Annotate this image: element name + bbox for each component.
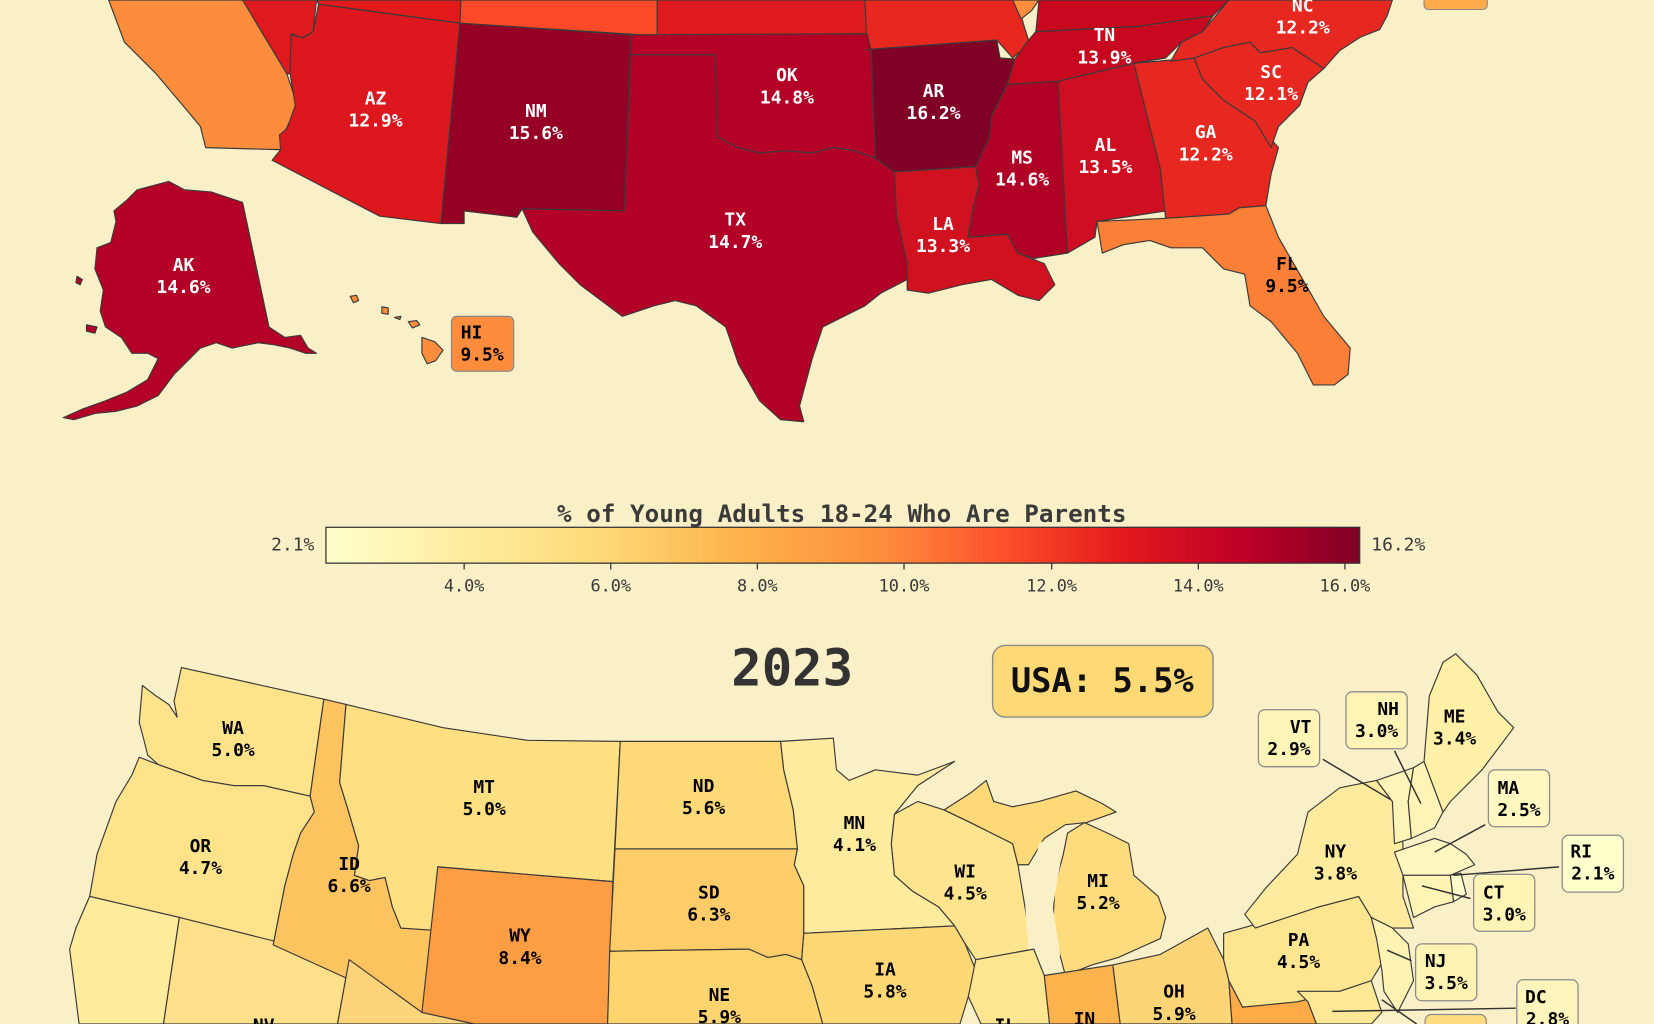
state-MI-upper [943, 779, 1117, 866]
callout-RI: RI 2.1% [1561, 834, 1625, 893]
state-MD [1296, 980, 1383, 1024]
callout-MA: MA 2.5% [1487, 769, 1551, 828]
svg-text:HI9.5%: HI 9.5% [460, 323, 503, 366]
year-title: 2023 [731, 638, 853, 697]
label-MI: MI 5.2% [1077, 871, 1120, 914]
svg-text:RI2.1%: RI 2.1% [1570, 841, 1614, 884]
state-TN [1006, 15, 1214, 85]
svg-text:DC2.8%: DC 2.8% [1525, 987, 1569, 1024]
label-FL: FL 9.5% [1265, 254, 1308, 297]
state-AK [62, 180, 318, 421]
state-TX [521, 54, 910, 423]
callout-box-fragment [1423, 0, 1488, 11]
state-CT [1402, 874, 1455, 919]
label-PA: PA 4.5% [1277, 930, 1320, 973]
label-TN: TN 13.9% [1077, 25, 1131, 68]
callout-NJ: NJ 3.5% [1414, 943, 1478, 1002]
state-AZ [271, 3, 461, 225]
label-TX: TX 14.7% [708, 210, 762, 253]
state-ME [1423, 653, 1515, 813]
bottom-map-labels: WA 5.0% OR 4.7% ID 6.6% MT 5.0% WY 8.4% ND 5.6… [179, 706, 1477, 1024]
colorbar-tick-label: 16.0% [1320, 576, 1371, 596]
colorbar-tick-label: 8.0% [737, 576, 778, 596]
callout-VT: VT 2.9% [1257, 709, 1321, 768]
state-IL-top [1012, 0, 1040, 20]
label-OK: OK 14.8% [760, 65, 814, 108]
colorbar: % of Young Adults 18-24 Who Are Parents … [271, 499, 1425, 596]
colorbar-tick-label: 12.0% [1026, 576, 1077, 596]
colorbar-tick-label: 14.0% [1173, 576, 1224, 596]
label-SC: SC 12.1% [1244, 62, 1298, 105]
usa-average-box: USA: 5.5% [991, 644, 1214, 718]
label-MS: MS 14.6% [995, 147, 1049, 190]
state-UT-bottom [336, 959, 476, 1024]
state-AK-island [75, 275, 83, 286]
label-MT: MT 5.0% [463, 777, 506, 820]
label-WY: WY 8.4% [498, 926, 541, 969]
label-NE: NE 5.9% [698, 985, 741, 1024]
colorbar-title: % of Young Adults 18-24 Who Are Parents [557, 499, 1126, 528]
state-KS-top [656, 0, 868, 37]
bottom-map: 2023 USA: 5.5% [69, 638, 1625, 1024]
label-WI: WI 4.5% [944, 861, 987, 904]
label-MN: MN 4.1% [833, 813, 876, 856]
colorbar-tick-label: 10.0% [879, 576, 930, 596]
label-SD: SD 6.3% [687, 883, 730, 926]
state-FL [1096, 205, 1351, 386]
label-AK: AK 14.6% [157, 255, 211, 298]
label-AL: AL 13.5% [1078, 135, 1132, 178]
svg-text:MA2.5%: MA 2.5% [1497, 778, 1540, 821]
label-OR: OR 4.7% [179, 836, 222, 879]
label-NC: NC 12.2% [1276, 0, 1330, 39]
state-HI [349, 294, 444, 365]
state-IN [1043, 964, 1121, 1024]
callout-NH: NH 3.0% [1345, 691, 1408, 750]
top-map: AZ 12.9% NM 15.6% OK 14.8% AR 16.2% TN 13.9% … [62, 0, 1488, 423]
label-LA: LA 13.3% [916, 214, 970, 257]
label-WA: WA 5.0% [212, 718, 255, 761]
label-IA: IA 5.8% [863, 959, 906, 1002]
colorbar-tick-label: 6.0% [590, 576, 631, 596]
lake-michigan [1025, 833, 1061, 976]
label-IN: IN [1074, 1009, 1096, 1024]
state-IL [967, 948, 1051, 1024]
svg-text:NH3.0%: NH 3.0% [1355, 699, 1399, 742]
colorbar-max-label: 16.2% [1371, 534, 1425, 555]
label-AZ: AZ 12.9% [349, 88, 403, 131]
label-IL: IL [994, 1015, 1016, 1024]
colorbar-min-label: 2.1% [271, 534, 314, 555]
svg-text:CT3.0%: CT 3.0% [1483, 883, 1526, 926]
state-MA [1393, 837, 1476, 876]
svg-text:VT2.9%: VT 2.9% [1267, 717, 1311, 760]
label-NV: NV [253, 1015, 275, 1024]
state-MI-lower [1052, 821, 1167, 977]
svg-text:USA: 5.5%: USA: 5.5% [1011, 661, 1195, 700]
state-NJ [1370, 916, 1415, 1013]
callout-box-fragment [1424, 1013, 1487, 1024]
label-ME: ME 3.4% [1433, 706, 1476, 749]
label-OH: OH 5.9% [1152, 982, 1195, 1024]
callout-DC: DC 2.8% [1516, 979, 1579, 1024]
label-ND: ND 5.6% [682, 776, 725, 819]
label-GA: GA 12.2% [1179, 122, 1233, 165]
colorbar-ticks [463, 563, 1346, 570]
state-CA-bottom [69, 895, 180, 1024]
state-NC [1170, 0, 1393, 70]
state-AK-island [85, 324, 98, 334]
colorbar-tick-label: 4.0% [444, 576, 485, 596]
svg-text:NJ3.5%: NJ 3.5% [1425, 951, 1468, 994]
state-WY [421, 866, 614, 1024]
callout-HI: HI 9.5% [450, 315, 515, 372]
state-MT [339, 703, 621, 931]
top-map-labels: AZ 12.9% NM 15.6% OK 14.8% AR 16.2% TN 13.9% … [157, 0, 1330, 372]
label-NY: NY 3.8% [1314, 841, 1357, 884]
colorbar-gradient [325, 526, 1361, 564]
callout-leaders [1322, 750, 1560, 1024]
label-NM: NM 15.6% [509, 101, 563, 144]
label-AR: AR 16.2% [907, 81, 961, 124]
label-ID: ID 6.6% [328, 854, 371, 897]
callout-CT: CT 3.0% [1472, 873, 1536, 932]
